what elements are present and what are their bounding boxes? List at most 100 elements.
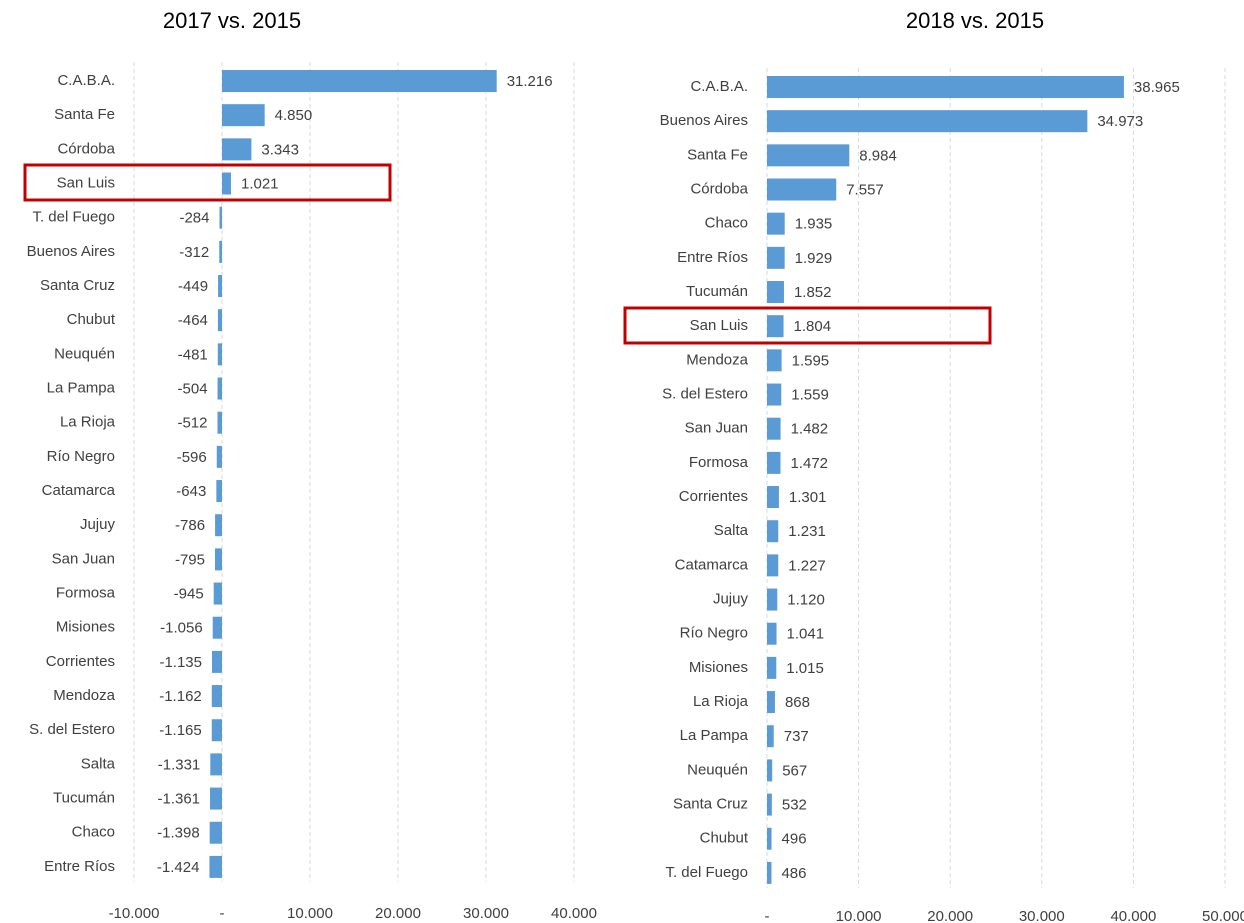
y-tick-label: Chubut bbox=[700, 830, 749, 847]
y-tick-label: Salta bbox=[714, 522, 749, 539]
value-label: 1.227 bbox=[788, 557, 826, 574]
bar bbox=[767, 759, 773, 782]
y-tick-label: Río Negro bbox=[680, 625, 748, 642]
value-label: -786 bbox=[175, 517, 205, 534]
y-tick-label: Jujuy bbox=[713, 591, 749, 608]
bar bbox=[213, 582, 222, 605]
value-label: 567 bbox=[782, 762, 807, 779]
y-tick-label: La Rioja bbox=[693, 693, 749, 710]
bar bbox=[217, 309, 222, 332]
bar bbox=[767, 349, 782, 372]
value-label: 496 bbox=[782, 831, 807, 848]
bar bbox=[767, 486, 779, 509]
y-tick-label: Chaco bbox=[72, 824, 115, 841]
x-tick-label: - bbox=[765, 908, 770, 923]
y-tick-label: La Pampa bbox=[47, 379, 116, 396]
value-label: -1.331 bbox=[158, 756, 201, 773]
y-tick-label: Tucumán bbox=[686, 283, 748, 300]
y-tick-label: Neuquén bbox=[687, 761, 748, 778]
value-label: -1.056 bbox=[160, 620, 203, 637]
x-tick-label: 30.000 bbox=[463, 905, 509, 922]
x-tick-label: 10.000 bbox=[287, 905, 333, 922]
value-label: 31.216 bbox=[507, 73, 553, 90]
value-label: -464 bbox=[178, 312, 208, 329]
y-tick-label: Misiones bbox=[56, 619, 115, 636]
value-label: 8.984 bbox=[859, 147, 897, 164]
y-tick-label: Tucumán bbox=[53, 790, 115, 807]
bar bbox=[217, 343, 222, 366]
value-label: -284 bbox=[179, 210, 209, 227]
y-tick-label: Córdoba bbox=[57, 140, 115, 157]
y-tick-label: T. del Fuego bbox=[665, 864, 748, 881]
value-label: 1.472 bbox=[790, 455, 828, 472]
y-tick-label: San Juan bbox=[685, 420, 748, 437]
bar bbox=[767, 417, 781, 440]
bar bbox=[767, 178, 837, 201]
bar bbox=[222, 70, 497, 92]
value-label: 1.935 bbox=[795, 216, 833, 233]
value-label: -1.162 bbox=[159, 688, 202, 705]
value-label: 1.852 bbox=[794, 284, 832, 301]
bar bbox=[222, 104, 265, 127]
value-label: 1.301 bbox=[789, 489, 827, 506]
bar bbox=[767, 144, 850, 167]
y-tick-label: Neuquén bbox=[54, 345, 115, 362]
y-tick-label: Formosa bbox=[689, 454, 749, 471]
bar bbox=[767, 315, 784, 338]
value-label: 1.120 bbox=[787, 592, 825, 609]
x-tick-label: 40.000 bbox=[1110, 908, 1156, 923]
bar bbox=[210, 753, 222, 776]
bar bbox=[211, 719, 222, 742]
y-tick-label: Buenos Aires bbox=[27, 243, 115, 260]
highlight-box bbox=[623, 306, 992, 345]
y-tick-label: Santa Fe bbox=[54, 106, 115, 123]
bar bbox=[216, 480, 222, 503]
value-label: 38.965 bbox=[1134, 79, 1180, 96]
bar bbox=[211, 685, 222, 708]
value-label: 4.850 bbox=[275, 107, 313, 124]
bar bbox=[219, 206, 222, 229]
bar bbox=[767, 76, 1124, 98]
value-label: 3.343 bbox=[261, 141, 299, 158]
y-tick-label: Catamarca bbox=[42, 482, 116, 499]
bar bbox=[210, 787, 222, 810]
value-label: 1.595 bbox=[792, 352, 830, 369]
bar bbox=[767, 691, 775, 714]
y-tick-label: T. del Fuego bbox=[32, 209, 115, 226]
bar bbox=[219, 240, 222, 263]
value-label: 1.021 bbox=[241, 175, 279, 192]
value-label: 1.804 bbox=[794, 318, 832, 335]
y-tick-label: Mendoza bbox=[686, 351, 748, 368]
bar bbox=[212, 650, 222, 673]
value-label: 1.231 bbox=[788, 523, 826, 540]
x-tick-label: 50.000 bbox=[1202, 908, 1244, 923]
chart-title: 2017 vs. 2015 bbox=[163, 8, 301, 33]
bar bbox=[218, 275, 222, 298]
bar bbox=[767, 246, 785, 269]
y-tick-label: Santa Fe bbox=[687, 146, 748, 163]
y-tick-label: Jujuy bbox=[80, 516, 116, 533]
value-label: -512 bbox=[177, 415, 207, 432]
value-label: -795 bbox=[175, 551, 205, 568]
bar bbox=[767, 861, 772, 884]
bar bbox=[767, 656, 777, 679]
value-label: 1.559 bbox=[791, 386, 829, 403]
bar bbox=[767, 622, 777, 645]
chart-title: 2018 vs. 2015 bbox=[906, 8, 1044, 33]
y-tick-label: Mendoza bbox=[53, 687, 115, 704]
value-label: -312 bbox=[179, 244, 209, 261]
x-tick-label: 30.000 bbox=[1019, 908, 1065, 923]
bar bbox=[215, 514, 222, 537]
value-label: 486 bbox=[781, 865, 806, 882]
bar bbox=[767, 793, 772, 816]
y-tick-label: Misiones bbox=[689, 659, 748, 676]
y-tick-label: La Rioja bbox=[60, 414, 116, 431]
value-label: -449 bbox=[178, 278, 208, 295]
y-tick-label: San Luis bbox=[57, 174, 115, 191]
bar bbox=[217, 377, 222, 400]
bar bbox=[767, 725, 774, 748]
bar bbox=[767, 520, 779, 543]
x-tick-label: 10.000 bbox=[836, 908, 882, 923]
bar bbox=[767, 588, 778, 611]
bar bbox=[222, 172, 231, 195]
